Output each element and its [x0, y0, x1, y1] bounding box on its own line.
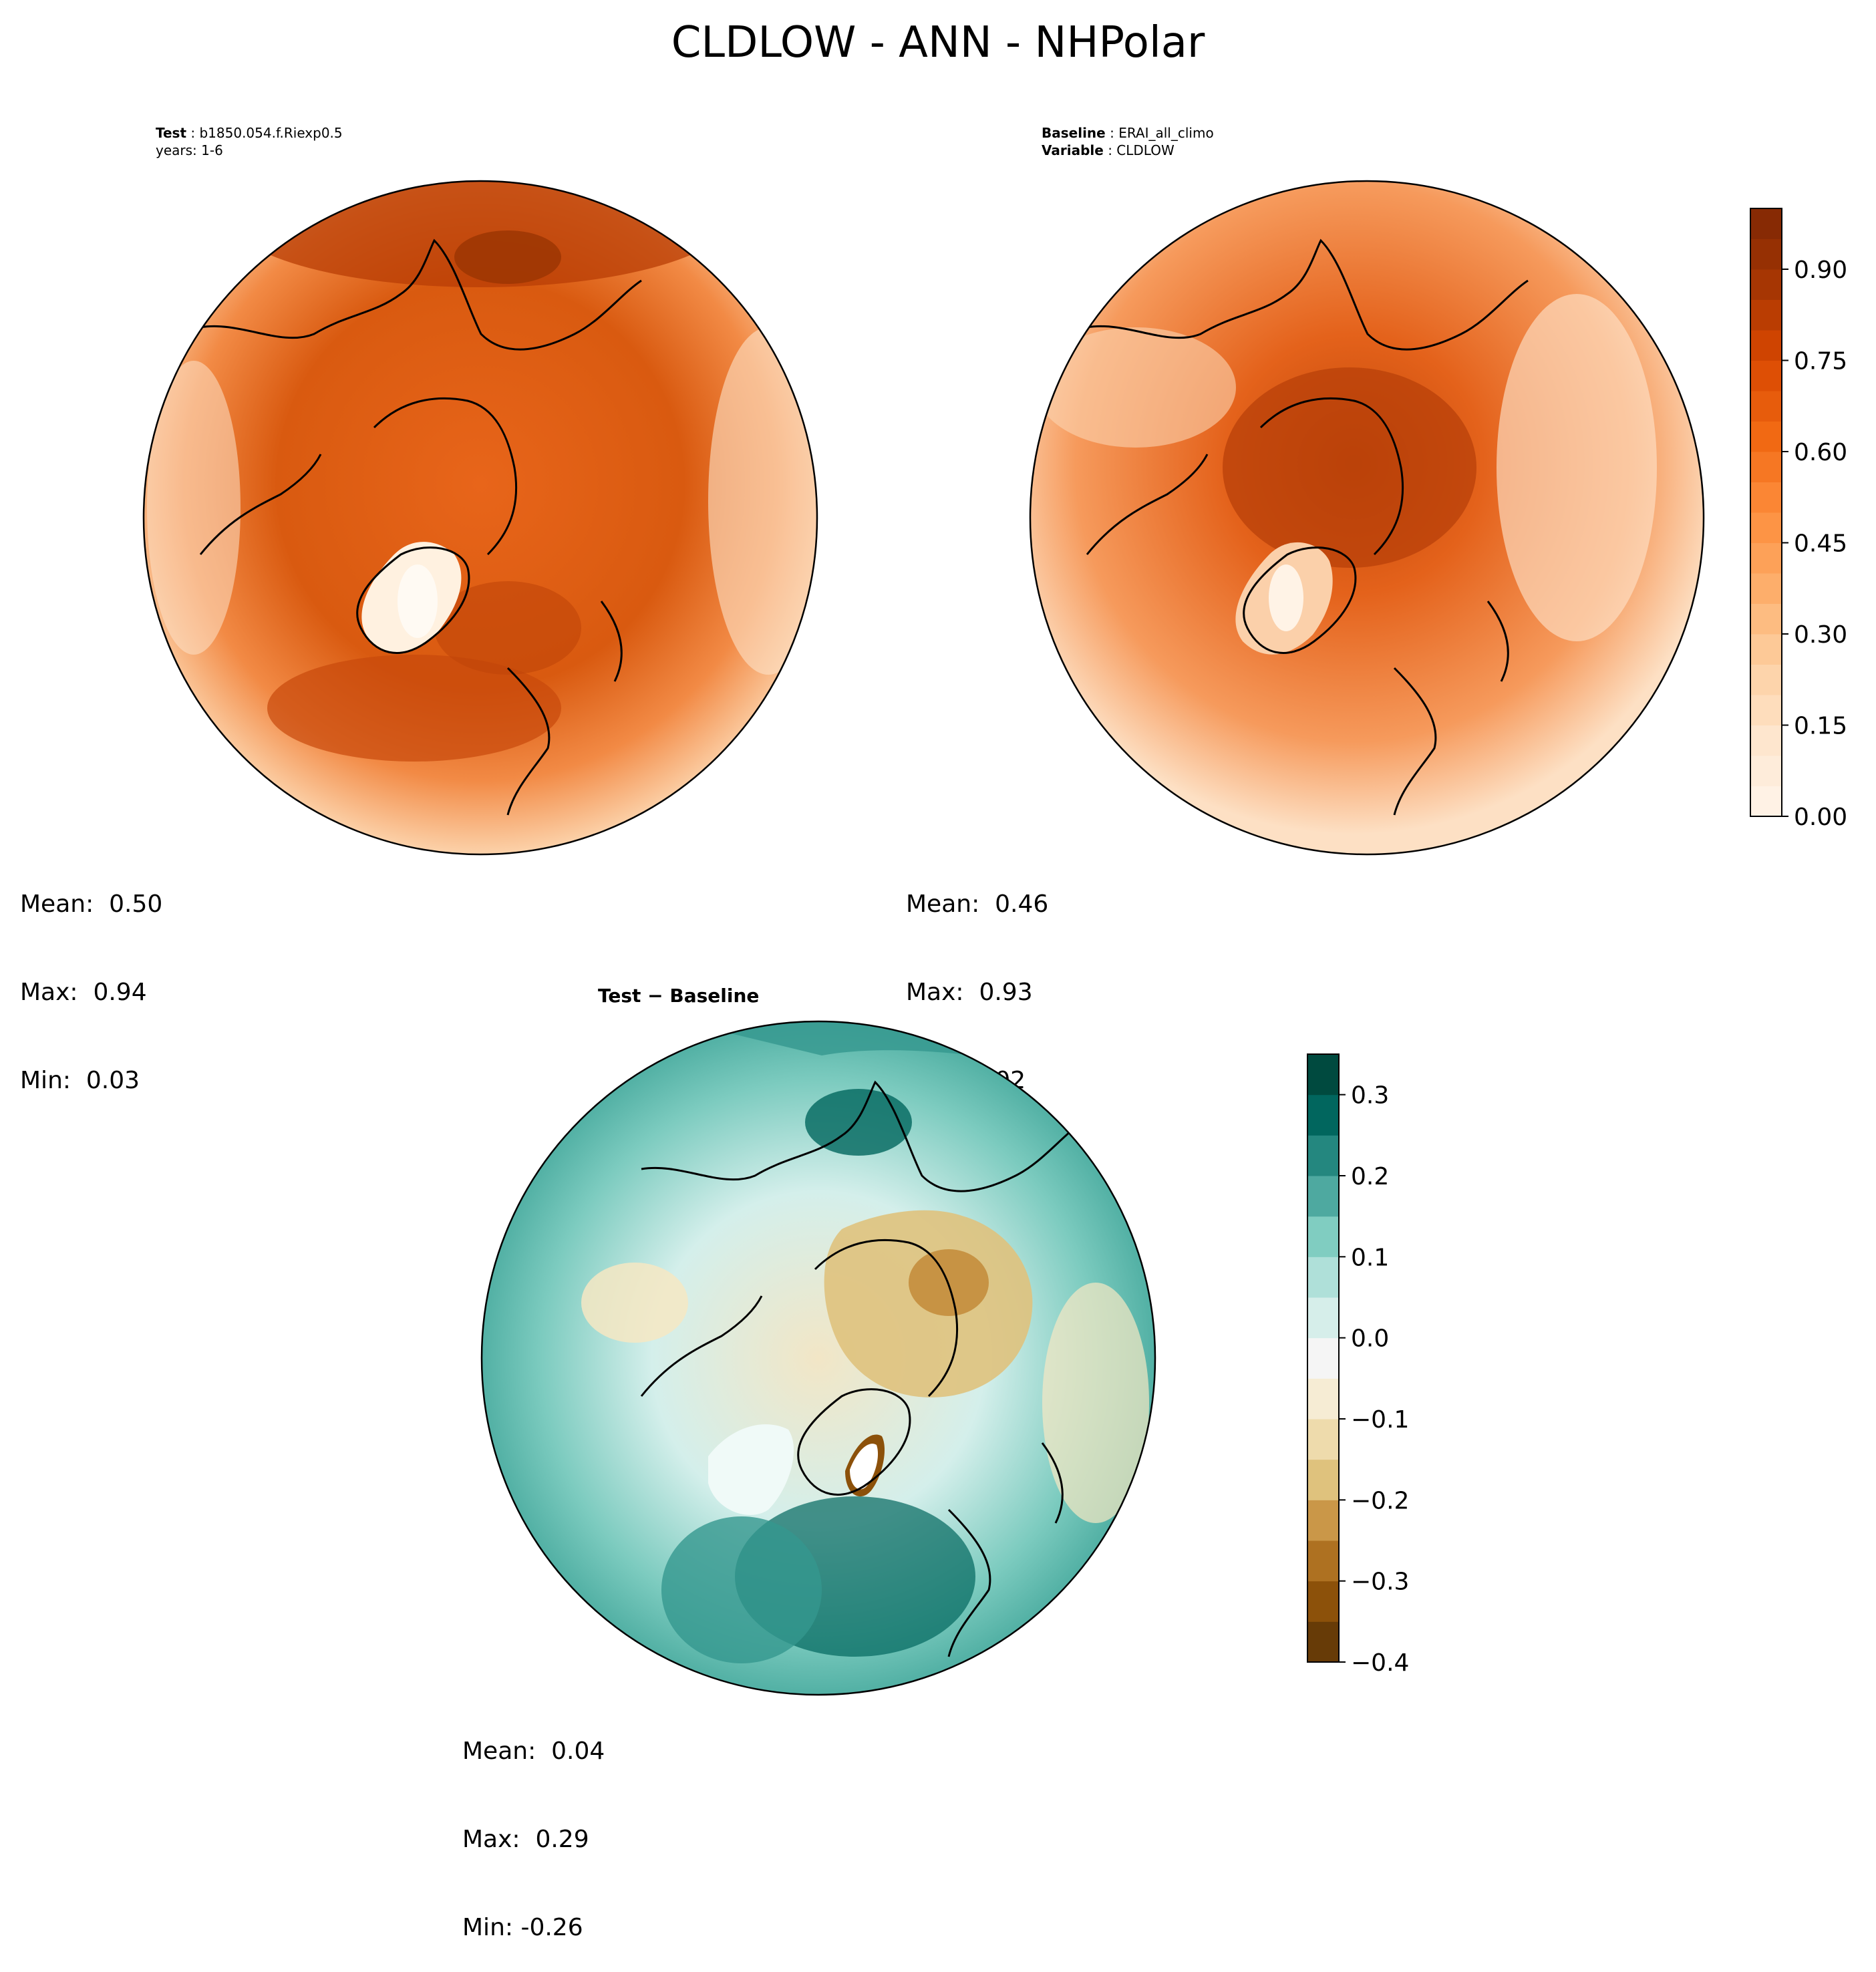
- diff-max: Max: 0.29: [462, 1826, 589, 1853]
- colorbar-diff-level-14: [1307, 1054, 1339, 1096]
- baseline-max: Max: 0.93: [906, 979, 1033, 1006]
- diff-coastlines: [640, 1080, 1083, 1657]
- colorbar-top-tick-label-3: 0.45: [1794, 530, 1847, 558]
- baseline-coastlines: [1086, 238, 1529, 816]
- colorbar-diff: −0.4 −0.3 −0.2 −0.1 0.0 0.1 0.2 0.3: [1307, 1053, 1409, 1677]
- colorbar-diff-tick-label-4: 0.0: [1351, 1325, 1389, 1353]
- colorbar-top-level-16: [1750, 299, 1782, 331]
- colorbar-top-level-12: [1750, 421, 1782, 452]
- colorbar-top-level-14: [1750, 360, 1782, 391]
- colorbar-diff-tick-label-5: 0.1: [1351, 1244, 1389, 1271]
- colorbar-top-border: [1750, 208, 1782, 817]
- colorbar-diff-level-8: [1307, 1297, 1339, 1339]
- colorbar-top-level-15: [1750, 330, 1782, 361]
- colorbar-top-level-2: [1750, 725, 1782, 756]
- colorbar-diff-tick-label-2: −0.2: [1351, 1487, 1409, 1514]
- colorbar-top-tick-label-1: 0.15: [1794, 713, 1847, 740]
- colorbar-top-tick-label-0: 0.00: [1794, 804, 1847, 831]
- test-map-border: [142, 180, 818, 856]
- colorbar-top-level-8: [1750, 542, 1782, 574]
- colorbar-diff-tick-label-0: −0.4: [1351, 1649, 1409, 1677]
- diff-map-field: [482, 1021, 1155, 1695]
- colorbar-top-level-5: [1750, 634, 1782, 665]
- colorbar-diff-level-7: [1307, 1337, 1339, 1379]
- test-mean: Mean: 0.50: [20, 890, 163, 918]
- colorbar-diff-level-13: [1307, 1094, 1339, 1136]
- baseline-label: Baseline : ERAI_all_climo: [1042, 125, 1214, 141]
- colorbar-diff-level-3: [1307, 1500, 1339, 1541]
- test-coastlines: [199, 238, 642, 816]
- colorbar-top-level-13: [1750, 391, 1782, 422]
- test-min: Min: 0.03: [20, 1067, 140, 1094]
- colorbar-diff-border: [1307, 1053, 1340, 1663]
- maps-canvas: 0.000.150.300.450.600.750.90 −0.4−0.3−0.…: [142, 180, 1847, 1696]
- colorbar-top-level-1: [1750, 756, 1782, 786]
- test-stats: Mean: 0.50 Max: 0.94 Min: 0.03: [20, 831, 162, 1125]
- colorbar-top: 0.00 0.15 0.30 0.45 0.60 0.75 0.90: [1750, 208, 1847, 831]
- diff-mean: Mean: 0.04: [462, 1738, 605, 1765]
- colorbar-diff-level-0: [1307, 1621, 1339, 1663]
- colorbar-diff-level-9: [1307, 1257, 1339, 1298]
- colorbar-diff-level-10: [1307, 1216, 1339, 1257]
- test-map-features: [147, 181, 817, 762]
- variable-label: Variable : CLDLOW: [1042, 142, 1175, 158]
- figure-title: CLDLOW - ANN - NHPolar: [671, 18, 1205, 67]
- colorbar-diff-tick-label-3: −0.1: [1351, 1406, 1409, 1434]
- colorbar-diff-level-6: [1307, 1378, 1339, 1420]
- colorbar-top-level-6: [1750, 603, 1782, 635]
- colorbar-top-level-19: [1750, 208, 1782, 239]
- colorbar-top-level-3: [1750, 695, 1782, 725]
- colorbar-top-level-7: [1750, 573, 1782, 604]
- colorbar-top-tick-label-4: 0.60: [1794, 439, 1847, 466]
- baseline-map: [1029, 180, 1705, 856]
- diff-anomaly-greenland-core: [850, 1444, 879, 1490]
- colorbar-top-tick-label-6: 0.90: [1794, 257, 1847, 284]
- colorbar-diff-tick-label-7: 0.3: [1351, 1082, 1389, 1110]
- diff-min: Min: -0.26: [462, 1914, 583, 1941]
- colorbar-top-level-11: [1750, 452, 1782, 482]
- colorbar-diff-level-12: [1307, 1135, 1339, 1176]
- colorbar-diff-tick-label-1: −0.3: [1351, 1569, 1409, 1596]
- baseline-mean: Mean: 0.46: [906, 890, 1049, 918]
- colorbar-top-level-0: [1750, 786, 1782, 817]
- colorbar-top-tick-label-5: 0.75: [1794, 348, 1847, 375]
- colorbar-top-tick-label-2: 0.30: [1794, 621, 1847, 649]
- colorbar-diff-level-4: [1307, 1459, 1339, 1500]
- test-years: years: 1-6: [156, 142, 223, 158]
- colorbar-diff-level-5: [1307, 1419, 1339, 1460]
- colorbar-diff-level-11: [1307, 1176, 1339, 1217]
- colorbar-top-level-10: [1750, 482, 1782, 513]
- colorbar-diff-tick-label-6: 0.2: [1351, 1163, 1389, 1190]
- test-label: Test : b1850.054.f.Riexp0.5: [156, 125, 343, 141]
- colorbar-diff-level-2: [1307, 1540, 1339, 1582]
- test-map: [142, 180, 818, 856]
- diff-map: [480, 1020, 1156, 1696]
- colorbar-top-level-17: [1750, 269, 1782, 300]
- colorbar-top-level-18: [1750, 238, 1782, 270]
- baseline-map-border: [1029, 180, 1705, 856]
- colorbar-diff-level-1: [1307, 1581, 1339, 1622]
- baseline-map-features: [1036, 294, 1657, 655]
- colorbar-top-level-4: [1750, 664, 1782, 695]
- diff-map-border: [480, 1020, 1156, 1696]
- colorbar-top-level-9: [1750, 512, 1782, 543]
- test-max: Max: 0.94: [20, 979, 147, 1006]
- diff-label: Test − Baseline: [598, 985, 760, 1007]
